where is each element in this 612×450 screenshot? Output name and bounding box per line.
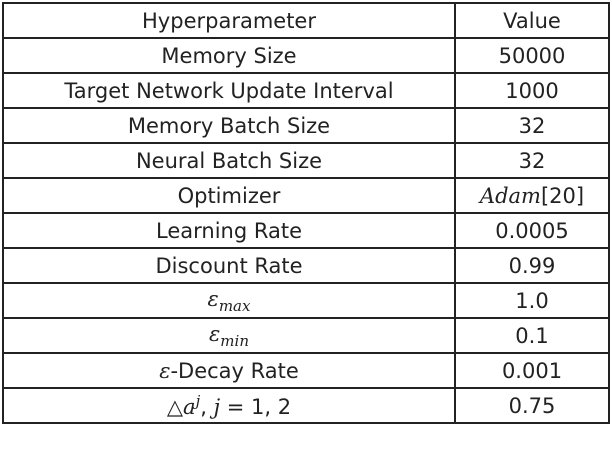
value-cell: Value: [454, 2, 610, 39]
cell-text-part: max: [218, 296, 251, 315]
header-row: Hyperparameter Value: [2, 2, 610, 39]
parameter-cell: εmax: [2, 282, 456, 319]
value-cell: 0.99: [454, 247, 610, 284]
cell-text-part: △: [166, 395, 184, 419]
value-cell: 0.0005: [454, 212, 610, 249]
cell-text-part: j: [195, 392, 201, 410]
table-row: ε-Decay Rate 0.001: [2, 352, 610, 389]
value-cell: 0.75: [454, 387, 610, 424]
table-row: εmin 0.1: [2, 317, 610, 354]
parameter-cell: Neural Batch Size: [2, 142, 456, 179]
cell-text-part: min: [220, 331, 249, 350]
table-row: Target Network Update Interval 1000: [2, 72, 610, 109]
cell-text-part: [20]: [540, 183, 585, 208]
table-row: Learning Rate 0.0005: [2, 212, 610, 249]
value-cell: 32: [454, 142, 610, 179]
table-row: Discount Rate 0.99: [2, 247, 610, 284]
parameter-cell: εmin: [2, 317, 456, 354]
cell-text-part: ε: [159, 358, 171, 383]
parameter-cell: Discount Rate: [2, 247, 456, 284]
cell-text-part: ,: [200, 395, 214, 419]
cell-text-part: ε: [209, 321, 221, 346]
cell-text-part: Adam: [479, 183, 541, 208]
table-row: Optimizer Adam[20]: [2, 177, 610, 214]
cell-text-part: -Decay Rate: [170, 358, 299, 383]
table-row: △aj, j = 1, 2 0.75: [2, 387, 610, 424]
parameter-cell: Optimizer: [2, 177, 456, 214]
hyperparameter-table: Hyperparameter Value Memory Size 50000 Targe…: [2, 2, 610, 424]
value-cell: 0.1: [454, 317, 610, 354]
value-cell: 1.0: [454, 282, 610, 319]
value-cell: 0.001: [454, 352, 610, 389]
parameter-cell: Hyperparameter: [2, 2, 456, 39]
cell-text-part: j: [213, 395, 221, 419]
cell-text-part: ε: [207, 286, 219, 311]
parameter-cell: Memory Size: [2, 37, 456, 74]
parameter-cell: Learning Rate: [2, 212, 456, 249]
cell-text-part: a: [183, 395, 196, 419]
value-cell: Adam[20]: [454, 177, 610, 214]
value-cell: 1000: [454, 72, 610, 109]
table-row: Memory Batch Size 32: [2, 107, 610, 144]
table-row: Neural Batch Size 32: [2, 142, 610, 179]
table-body: Hyperparameter Value Memory Size 50000 Targe…: [2, 2, 610, 424]
table-row: Memory Size 50000: [2, 37, 610, 74]
parameter-cell: ε-Decay Rate: [2, 352, 456, 389]
parameter-cell: △aj, j = 1, 2: [2, 387, 456, 424]
table-row: εmax 1.0: [2, 282, 610, 319]
value-cell: 50000: [454, 37, 610, 74]
parameter-cell: Target Network Update Interval: [2, 72, 456, 109]
parameter-cell: Memory Batch Size: [2, 107, 456, 144]
value-cell: 32: [454, 107, 610, 144]
cell-text-part: = 1, 2: [220, 395, 292, 419]
